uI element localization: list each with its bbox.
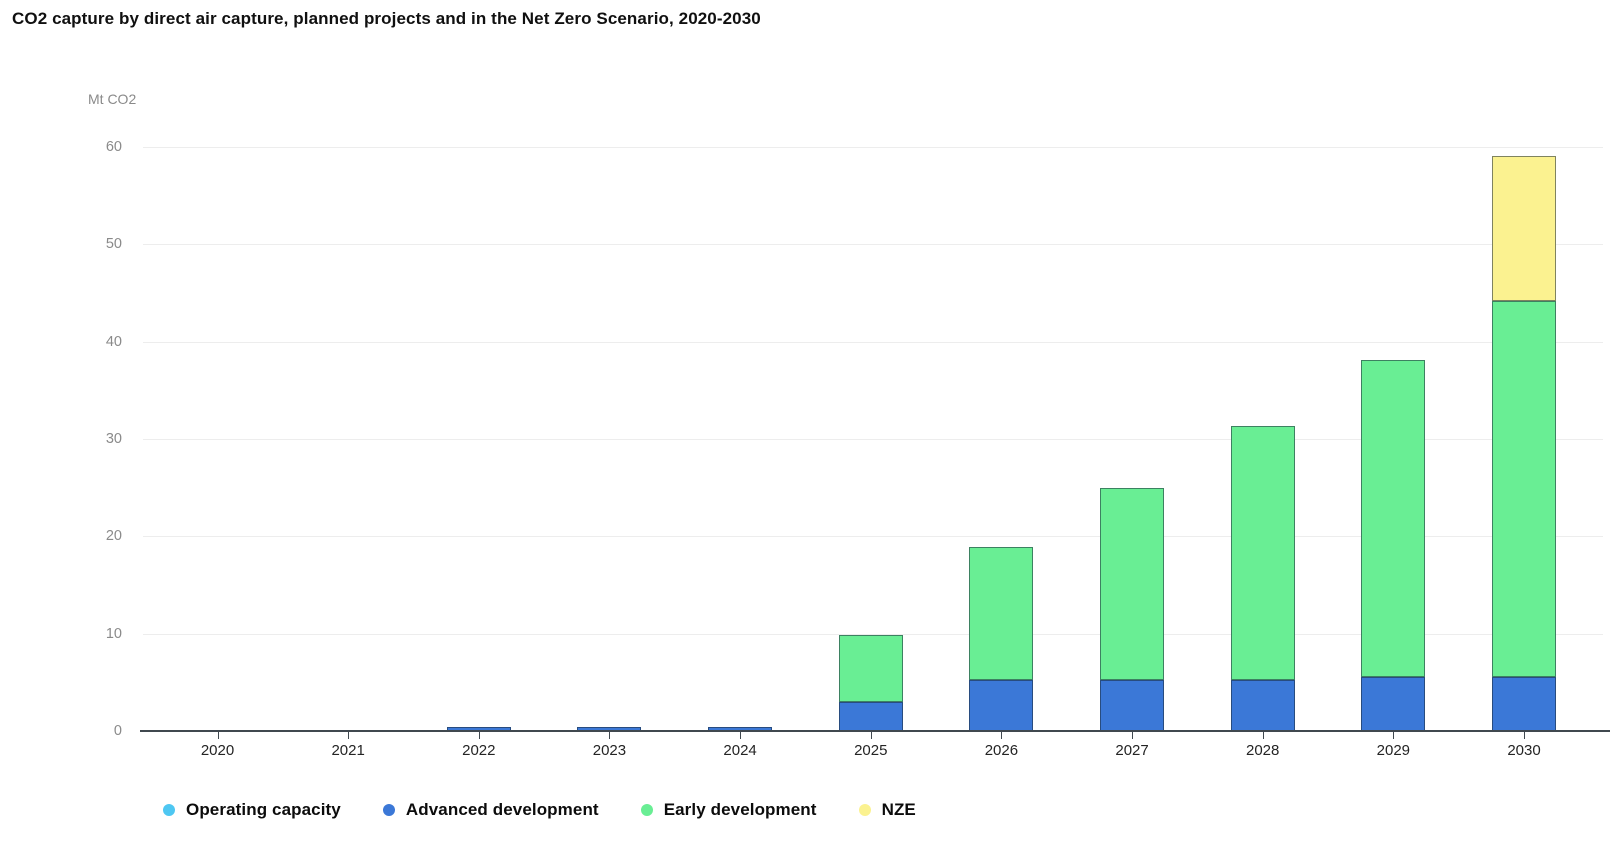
x-axis-tick bbox=[1262, 732, 1264, 739]
x-axis-line bbox=[140, 730, 1610, 732]
gridline bbox=[143, 244, 1603, 246]
gridline bbox=[143, 633, 1603, 635]
y-axis-tick-label: 40 bbox=[105, 333, 122, 350]
x-axis-label: 2021 bbox=[331, 742, 365, 759]
bar-2026-advanced-development[interactable] bbox=[969, 680, 1034, 731]
y-axis-tick-label: 20 bbox=[105, 528, 122, 545]
legend-label: Advanced development bbox=[405, 800, 599, 819]
gridline bbox=[143, 147, 1603, 148]
bar-2027-early-development[interactable] bbox=[1100, 487, 1165, 681]
x-axis-tick bbox=[1393, 732, 1395, 739]
x-axis-tick bbox=[217, 732, 219, 739]
legend-item-early-development[interactable]: Early development bbox=[640, 800, 817, 820]
y-axis-tick-label: 0 bbox=[113, 723, 122, 739]
legend-item-nze[interactable]: NZE bbox=[858, 800, 916, 820]
gridline bbox=[143, 341, 1603, 343]
bar-2029-early-development[interactable] bbox=[1361, 360, 1426, 678]
x-axis-tick bbox=[870, 732, 872, 739]
bar-2030-early-development[interactable] bbox=[1492, 300, 1556, 678]
chart-title: CO2 capture by direct air capture, plann… bbox=[12, 9, 761, 28]
x-axis-tick bbox=[478, 732, 480, 739]
bar-2028-early-development[interactable] bbox=[1230, 426, 1295, 681]
bar-2030-advanced-development[interactable] bbox=[1492, 677, 1556, 731]
x-axis-label: 2026 bbox=[984, 742, 1019, 759]
legend-item-advanced-development[interactable]: Advanced development bbox=[382, 800, 599, 820]
y-axis-tick-label: 50 bbox=[105, 236, 122, 253]
y-axis-unit-label: Mt CO2 bbox=[88, 91, 137, 107]
x-axis-label: 2023 bbox=[592, 742, 627, 759]
chart-legend: Operating capacity Advanced development Ea… bbox=[163, 800, 916, 820]
bar-2028-advanced-development[interactable] bbox=[1230, 680, 1295, 731]
bar-2027-advanced-development[interactable] bbox=[1100, 680, 1165, 731]
legend-dot-early-development bbox=[640, 804, 653, 816]
bar-2025-advanced-development[interactable] bbox=[838, 701, 903, 731]
x-axis-label: 2028 bbox=[1246, 742, 1280, 759]
x-axis-label: 2027 bbox=[1115, 742, 1149, 759]
x-axis-tick bbox=[348, 732, 350, 739]
x-axis-label: 2029 bbox=[1376, 742, 1411, 759]
legend-label: Operating capacity bbox=[186, 800, 341, 819]
y-axis-tick-label: 60 bbox=[105, 139, 122, 155]
x-axis-label: 2020 bbox=[200, 742, 235, 759]
legend-dot-nze bbox=[858, 804, 871, 816]
legend-label: NZE bbox=[881, 800, 916, 819]
gridline bbox=[143, 439, 1603, 440]
y-axis-tick-label: 10 bbox=[105, 625, 122, 642]
x-axis-tick bbox=[1001, 732, 1003, 739]
x-axis-tick bbox=[740, 732, 742, 739]
x-axis-label: 2025 bbox=[854, 742, 888, 759]
x-axis-tick bbox=[1524, 732, 1525, 739]
legend-dot-advanced-development bbox=[382, 804, 395, 816]
gridline bbox=[143, 536, 1603, 538]
x-axis-label: 2024 bbox=[723, 742, 757, 759]
x-axis-label: 2022 bbox=[462, 742, 496, 759]
x-axis-tick bbox=[1132, 732, 1134, 739]
legend-dot-operating-capacity bbox=[163, 804, 175, 816]
bar-2026-early-development[interactable] bbox=[969, 547, 1034, 681]
x-axis-label: 2030 bbox=[1507, 742, 1541, 759]
bar-2025-early-development[interactable] bbox=[838, 634, 903, 702]
bar-2029-advanced-development[interactable] bbox=[1361, 677, 1426, 731]
legend-item-operating-capacity[interactable]: Operating capacity bbox=[163, 800, 341, 820]
bar-2030-nze[interactable] bbox=[1492, 155, 1556, 301]
x-axis-tick bbox=[609, 732, 611, 739]
y-axis-tick-label: 30 bbox=[105, 431, 122, 447]
legend-label: Early development bbox=[663, 800, 817, 819]
